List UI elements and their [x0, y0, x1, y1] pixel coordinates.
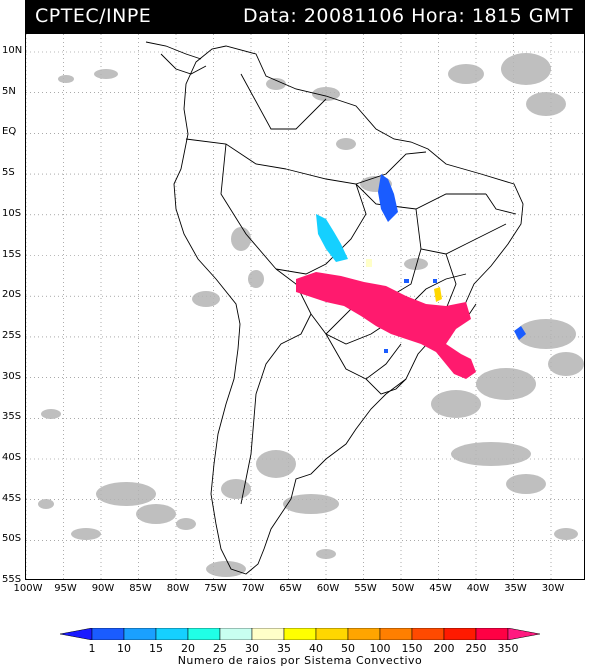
latitude-label: 10N — [2, 45, 23, 56]
latitude-label: 35S — [2, 411, 22, 423]
legend-tick-label: 100 — [369, 642, 391, 655]
longitude-label: 35W — [504, 583, 527, 594]
small-cluster-1 — [366, 259, 372, 267]
longitude-label: 60W — [316, 583, 340, 594]
latitude-label: 30S — [2, 370, 22, 382]
color-legend — [60, 628, 540, 640]
cloud-cover — [38, 53, 584, 577]
longitude-label: 30W — [541, 583, 565, 594]
legend-bin — [91, 628, 125, 640]
minas-gerais-cluster — [434, 287, 442, 302]
legend-bin — [379, 628, 413, 640]
legend-tick-label: 150 — [401, 642, 423, 655]
legend-tick-label: 10 — [117, 642, 131, 655]
legend-tick-label: 40 — [309, 642, 323, 655]
legend-tick-label: 50 — [341, 642, 355, 655]
longitude-label: 95W — [54, 583, 77, 594]
latitude-label: 55S — [2, 574, 22, 586]
legend-tick-label: 30 — [245, 642, 259, 655]
longitude-label: 45W — [429, 583, 452, 594]
legend-bin — [443, 628, 477, 640]
legend-tick-label: 15 — [149, 642, 163, 655]
legend-bin — [60, 628, 93, 640]
longitude-label: 100W — [13, 583, 43, 594]
legend-bin — [219, 628, 253, 640]
small-cluster-3 — [433, 279, 437, 283]
legend-tick-label: 250 — [465, 642, 487, 655]
small-cluster-4 — [384, 349, 388, 353]
longitude-label: 70W — [241, 583, 265, 594]
longitude-label: 85W — [129, 583, 152, 594]
legend-tick-label: 350 — [497, 642, 519, 655]
legend-tick-label: 25 — [213, 642, 227, 655]
legend-tick-label: 20 — [181, 642, 195, 655]
source-label: CPTEC/INPE — [35, 5, 152, 27]
lightning-clusters — [296, 174, 526, 379]
latitude-label: 15S — [2, 248, 22, 260]
date-time-label: Data: 20081106 Hora: 1815 GMT — [243, 5, 573, 27]
legend-bin — [315, 628, 349, 640]
legend-bin — [251, 628, 285, 640]
latitude-label: EQ — [2, 126, 17, 138]
legend-caption: Numero de raios por Sistema Convectivo — [177, 654, 423, 667]
latitude-label: 20S — [2, 289, 22, 301]
legend-tick-label: 200 — [433, 642, 455, 655]
legend-bin — [347, 628, 381, 640]
central-brazil-cluster — [316, 214, 348, 262]
latitude-label: 45S — [2, 492, 22, 504]
para-cluster — [378, 174, 398, 222]
legend-tick-label: 35 — [277, 642, 291, 655]
latitude-label: 25S — [2, 329, 22, 341]
small-cluster-2 — [404, 279, 409, 283]
map-frame — [25, 33, 585, 580]
latitude-label: 5S — [2, 167, 15, 179]
latitude-label: 40S — [2, 452, 22, 463]
map-header: CPTEC/INPE Data: 20081106 Hora: 1815 GMT — [25, 0, 585, 33]
lightning-map — [26, 34, 584, 579]
longitude-label: 65W — [279, 583, 302, 594]
legend-bin — [411, 628, 445, 640]
longitude-label: 80W — [166, 583, 190, 594]
longitude-label: 40W — [466, 583, 490, 594]
legend-bin — [475, 628, 509, 640]
latitude-label: 50S — [2, 533, 22, 545]
legend-bin — [283, 628, 317, 640]
legend-bin — [123, 628, 157, 640]
longitude-label: 90W — [91, 583, 115, 594]
longitude-label: 75W — [204, 583, 227, 594]
southeast-brazil-lightning-cluster — [296, 272, 476, 379]
latitude-label: 10S — [2, 207, 22, 219]
legend-tick-label: 1 — [88, 642, 96, 655]
longitude-label: 55W — [354, 583, 377, 594]
legend-bin — [155, 628, 189, 640]
atlantic-cluster — [514, 326, 526, 340]
legend-bin — [187, 628, 221, 640]
latitude-label: 5N — [2, 85, 16, 97]
legend-bin — [507, 628, 540, 640]
longitude-label: 50W — [391, 583, 415, 594]
